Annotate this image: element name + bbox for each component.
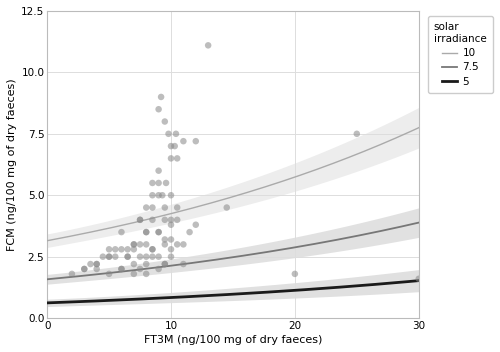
Point bbox=[154, 193, 162, 198]
Point bbox=[291, 271, 299, 277]
Point bbox=[172, 131, 180, 137]
Point bbox=[130, 246, 138, 252]
Point bbox=[136, 217, 144, 222]
Point bbox=[148, 180, 156, 186]
Point bbox=[161, 241, 169, 247]
Point bbox=[154, 254, 162, 259]
Point bbox=[130, 241, 138, 247]
Point bbox=[118, 246, 126, 252]
Point bbox=[148, 205, 156, 210]
Point bbox=[92, 261, 100, 267]
Point bbox=[167, 143, 175, 149]
Point bbox=[161, 237, 169, 242]
Point bbox=[164, 131, 172, 137]
Point bbox=[80, 266, 88, 272]
Point bbox=[118, 229, 126, 235]
Legend: 10, 7.5, 5: 10, 7.5, 5 bbox=[428, 16, 493, 93]
Point bbox=[353, 131, 361, 137]
Point bbox=[161, 119, 169, 124]
Point bbox=[170, 143, 178, 149]
Point bbox=[118, 266, 126, 272]
Point bbox=[142, 241, 150, 247]
Point bbox=[161, 261, 169, 267]
Point bbox=[180, 261, 188, 267]
Point bbox=[173, 156, 181, 161]
Point bbox=[136, 241, 144, 247]
Point bbox=[167, 222, 175, 227]
Point bbox=[192, 222, 200, 227]
Point bbox=[154, 229, 162, 235]
Point bbox=[222, 205, 230, 210]
Point bbox=[180, 241, 188, 247]
Point bbox=[112, 246, 120, 252]
Point bbox=[161, 217, 169, 222]
Point bbox=[167, 254, 175, 259]
Point bbox=[173, 205, 181, 210]
Point bbox=[158, 193, 166, 198]
Point bbox=[80, 266, 88, 272]
Y-axis label: FCM (ng/100 mg of dry faeces): FCM (ng/100 mg of dry faeces) bbox=[7, 78, 17, 251]
Point bbox=[186, 229, 194, 235]
Point bbox=[148, 246, 156, 252]
Point bbox=[136, 254, 144, 259]
Point bbox=[154, 168, 162, 174]
Point bbox=[105, 254, 113, 259]
Point bbox=[142, 271, 150, 277]
Point bbox=[92, 266, 100, 272]
Point bbox=[154, 229, 162, 235]
Point bbox=[173, 241, 181, 247]
Point bbox=[99, 254, 107, 259]
Point bbox=[167, 156, 175, 161]
Point bbox=[92, 261, 100, 267]
Point bbox=[173, 217, 181, 222]
Point bbox=[148, 217, 156, 222]
Point bbox=[167, 237, 175, 242]
Point bbox=[86, 261, 94, 267]
Point bbox=[154, 266, 162, 272]
Point bbox=[161, 261, 169, 267]
Point bbox=[142, 261, 150, 267]
Point bbox=[180, 138, 188, 144]
Point bbox=[154, 180, 162, 186]
Point bbox=[157, 94, 165, 100]
Point bbox=[130, 241, 138, 247]
Point bbox=[124, 246, 132, 252]
Point bbox=[124, 254, 132, 259]
Point bbox=[148, 254, 156, 259]
X-axis label: FT3M (ng/100 mg of dry faeces): FT3M (ng/100 mg of dry faeces) bbox=[144, 335, 322, 345]
Point bbox=[167, 246, 175, 252]
Point bbox=[414, 276, 422, 282]
Point bbox=[142, 205, 150, 210]
Point bbox=[136, 266, 144, 272]
Point bbox=[162, 180, 170, 186]
Point bbox=[204, 43, 212, 48]
Point bbox=[148, 246, 156, 252]
Point bbox=[112, 254, 120, 259]
Point bbox=[167, 193, 175, 198]
Point bbox=[142, 229, 150, 235]
Point bbox=[148, 193, 156, 198]
Point bbox=[192, 138, 200, 144]
Point bbox=[105, 246, 113, 252]
Point bbox=[105, 254, 113, 259]
Point bbox=[154, 106, 162, 112]
Point bbox=[105, 271, 113, 277]
Point bbox=[161, 205, 169, 210]
Point bbox=[130, 271, 138, 277]
Point bbox=[142, 254, 150, 259]
Point bbox=[136, 217, 144, 222]
Point bbox=[167, 217, 175, 222]
Point bbox=[142, 229, 150, 235]
Point bbox=[68, 271, 76, 277]
Point bbox=[130, 261, 138, 267]
Point bbox=[124, 254, 132, 259]
Point bbox=[118, 266, 126, 272]
